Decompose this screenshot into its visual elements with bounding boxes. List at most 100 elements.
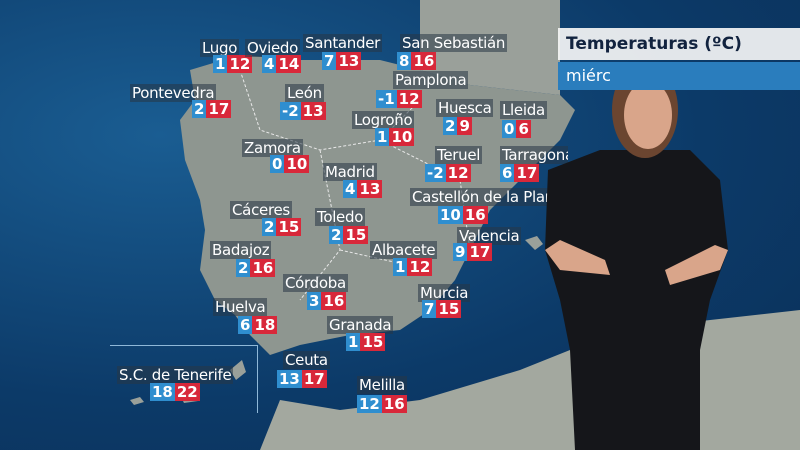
temperature-pair: 1 12 [393, 258, 433, 276]
region-borders [239, 69, 471, 301]
city-name: Oviedo [245, 39, 300, 57]
temperature-pair: 13 17 [277, 370, 327, 388]
city-name: Albacete [370, 241, 438, 259]
city-name: León [285, 84, 324, 102]
min-temp: 1 [346, 333, 361, 351]
temperature-pair: 18 22 [150, 383, 200, 401]
min-temp: 18 [150, 383, 175, 401]
city-label: Madrid [323, 162, 377, 181]
min-temp: 0 [270, 155, 285, 173]
city-label: Badajoz [210, 240, 272, 259]
canary-inset-frame [110, 345, 258, 413]
city-name: Lleida [500, 101, 547, 119]
temperature-pair: 1 12 [213, 55, 253, 73]
max-temp: 10 [389, 128, 415, 146]
min-temp: 1 [213, 55, 228, 73]
min-temp: -1 [376, 90, 397, 108]
max-temp: 12 [445, 164, 471, 182]
min-temp: 2 [236, 259, 251, 277]
temperature-pair: 3 16 [307, 292, 347, 310]
city-label: Huelva [213, 297, 268, 316]
min-temp: 1 [393, 258, 408, 276]
city-name: Ceuta [283, 351, 330, 369]
min-temp: -2 [280, 102, 301, 120]
temperature-pair: 8 16 [397, 52, 437, 70]
min-temp: 1 [375, 128, 390, 146]
city-label: Toledo [315, 207, 366, 226]
temperature-pair: -2 13 [280, 102, 326, 120]
city-name: Lugo [200, 39, 240, 57]
city-name: Pamplona [393, 71, 469, 89]
city-name: Granada [327, 316, 394, 334]
city-label: San Sebastián [400, 33, 508, 52]
temperature-pair: 2 16 [236, 259, 276, 277]
max-temp: 15 [343, 226, 369, 244]
min-temp: 2 [443, 117, 458, 135]
max-temp: 12 [396, 90, 422, 108]
min-temp: 8 [397, 52, 412, 70]
temperature-pair: 1 15 [346, 333, 386, 351]
city-name: Córdoba [283, 274, 348, 292]
max-temp: 16 [250, 259, 276, 277]
max-temp: 16 [462, 206, 488, 224]
city-name: Cáceres [230, 201, 292, 219]
temperature-pair: 4 14 [262, 55, 302, 73]
max-temp: 18 [252, 316, 278, 334]
city-label: León [285, 83, 324, 102]
min-temp: 3 [307, 292, 322, 310]
temperature-pair: 2 15 [262, 218, 302, 236]
max-temp: 9 [457, 117, 472, 135]
city-label: Melilla [357, 375, 407, 394]
max-temp: 17 [467, 243, 493, 261]
city-name: S.C. de Tenerife [117, 366, 234, 384]
max-temp: 16 [381, 395, 407, 413]
city-name: Tarragona [500, 146, 568, 164]
city-name: Castellón de la Plana [410, 188, 560, 206]
temperature-pair: 0 10 [270, 155, 310, 173]
max-temp: 14 [276, 55, 302, 73]
max-temp: 17 [514, 164, 540, 182]
map-title: Temperaturas (ºC) [558, 28, 800, 60]
max-temp: 15 [436, 300, 462, 318]
temperature-pair: 7 13 [322, 52, 362, 70]
max-temp: 15 [276, 218, 302, 236]
city-name: Santander [303, 34, 383, 52]
max-temp: 15 [360, 333, 386, 351]
temperature-pair: -1 12 [376, 90, 422, 108]
city-label: Logroño [352, 110, 415, 129]
city-label: Tarragona [500, 145, 568, 164]
min-temp: 6 [500, 164, 515, 182]
city-label: Pamplona [393, 70, 469, 89]
min-temp: -2 [425, 164, 446, 182]
city-name: Huesca [436, 99, 494, 117]
max-temp: 17 [301, 370, 327, 388]
city-label: Ceuta [283, 350, 330, 369]
temperature-pair: 1 10 [375, 128, 415, 146]
min-temp: 10 [438, 206, 463, 224]
map-subtitle-day: miérc [558, 62, 800, 90]
max-temp: 16 [321, 292, 347, 310]
max-temp: 10 [284, 155, 310, 173]
temperature-pair: 4 13 [343, 180, 383, 198]
city-label: Albacete [370, 240, 438, 259]
max-temp: 16 [411, 52, 437, 70]
city-label: Santander [303, 33, 383, 52]
city-name: San Sebastián [400, 34, 508, 52]
min-temp: 12 [357, 395, 382, 413]
city-name: Pontevedra [130, 84, 217, 102]
balearic-islands [525, 236, 543, 250]
temperature-pair: 9 17 [453, 243, 493, 261]
temperature-pair: 10 16 [438, 206, 488, 224]
city-name: Toledo [315, 208, 366, 226]
max-temp: 22 [174, 383, 200, 401]
min-temp: 2 [262, 218, 277, 236]
city-name: Zamora [242, 139, 303, 157]
min-temp: 7 [422, 300, 437, 318]
city-label: Castellón de la Plana [410, 187, 560, 206]
city-name: Valencia [457, 227, 522, 245]
city-label: Huesca [436, 98, 494, 117]
city-label: Murcia [418, 283, 471, 302]
city-label: Lugo [200, 38, 240, 57]
min-temp: 2 [329, 226, 344, 244]
